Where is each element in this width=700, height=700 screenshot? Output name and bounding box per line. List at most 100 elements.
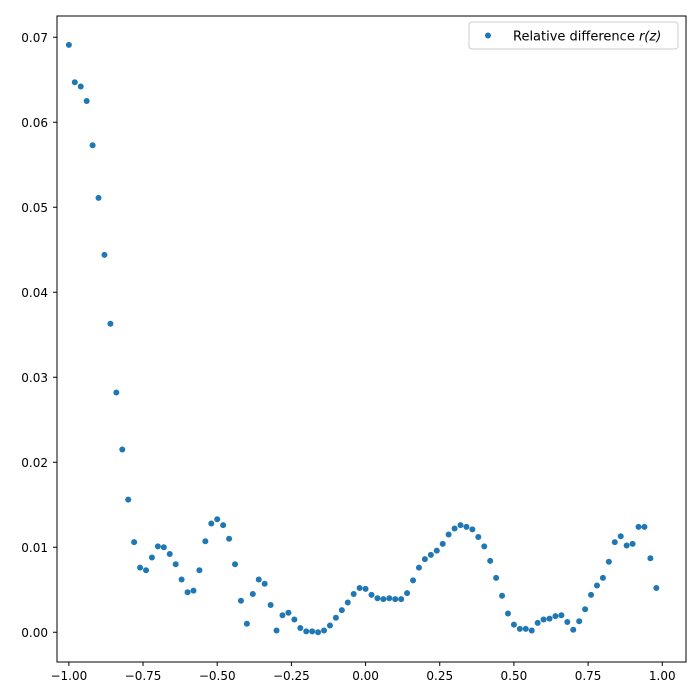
data-point — [232, 561, 239, 568]
data-point — [143, 567, 150, 574]
data-point — [190, 587, 197, 594]
data-point — [362, 585, 369, 592]
data-point — [504, 610, 511, 617]
data-point — [617, 533, 624, 540]
data-point — [528, 627, 535, 634]
data-point — [208, 520, 215, 527]
data-point — [410, 577, 417, 584]
data-point — [113, 389, 120, 396]
y-tick-label: 0.06 — [21, 116, 48, 130]
y-tick-label: 0.02 — [21, 456, 48, 470]
data-point — [605, 558, 612, 565]
legend-box — [468, 21, 679, 50]
data-point — [285, 609, 292, 616]
data-point — [226, 535, 233, 542]
data-point — [107, 320, 114, 327]
data-point — [77, 83, 84, 90]
data-point — [588, 591, 595, 598]
data-point — [522, 625, 529, 632]
data-point — [457, 522, 464, 529]
data-point — [137, 564, 144, 571]
x-tick-label: 0.75 — [575, 669, 602, 683]
data-point — [184, 589, 191, 596]
data-point — [623, 542, 630, 549]
y-tick-label: 0.05 — [21, 201, 48, 215]
x-tick-label: 0.50 — [501, 669, 528, 683]
data-point — [71, 79, 78, 86]
x-tick-label: 0.00 — [352, 669, 379, 683]
data-point — [451, 525, 458, 532]
data-point — [593, 582, 600, 589]
data-point — [558, 612, 565, 619]
data-point — [475, 534, 482, 541]
data-point — [392, 596, 399, 603]
data-point — [493, 574, 500, 581]
data-point — [439, 540, 446, 547]
data-point — [131, 539, 138, 546]
data-point — [576, 618, 583, 625]
data-point — [160, 544, 167, 551]
x-tick-label: −0.50 — [199, 669, 236, 683]
x-axis-ticks: −1.00 −0.75 −0.50 −0.25 0.00 0.25 0.50 0.75 1.00 — [50, 662, 676, 683]
data-point — [243, 620, 250, 627]
data-point — [445, 531, 452, 538]
y-tick-label: 0.04 — [21, 286, 48, 300]
data-point — [374, 595, 381, 602]
legend-marker — [485, 32, 491, 39]
x-tick-label: 0.25 — [426, 669, 453, 683]
data-point — [368, 591, 375, 598]
data-point — [249, 591, 256, 597]
y-tick-label: 0.00 — [21, 626, 48, 640]
data-point — [635, 523, 642, 530]
data-point — [421, 556, 428, 563]
data-point — [552, 613, 559, 620]
data-point — [220, 522, 227, 529]
data-point — [653, 585, 660, 592]
data-point — [125, 496, 132, 503]
data-point — [599, 574, 606, 581]
data-point — [148, 554, 155, 561]
data-point — [291, 616, 298, 623]
data-point — [540, 616, 547, 623]
data-point — [338, 607, 345, 614]
data-point — [611, 539, 618, 546]
data-point — [303, 628, 310, 635]
data-point — [273, 627, 280, 634]
y-tick-label: 0.01 — [21, 541, 48, 555]
legend: Relative difference r(z) — [468, 21, 679, 50]
data-point — [570, 626, 577, 633]
data-point — [332, 614, 339, 621]
data-point — [433, 547, 440, 554]
data-point — [469, 526, 476, 533]
y-axis-ticks: 0.00 0.01 0.02 0.03 0.04 0.05 0.06 0.07 — [21, 31, 57, 640]
data-point — [172, 561, 179, 568]
data-point — [237, 597, 244, 604]
data-point — [516, 625, 523, 632]
data-point — [309, 628, 316, 635]
data-point — [297, 625, 304, 631]
data-point — [582, 606, 589, 613]
data-point — [404, 590, 411, 597]
legend-label: Relative difference r(z) — [513, 30, 661, 45]
data-point — [510, 621, 517, 628]
axes-frame — [56, 15, 687, 663]
data-point — [463, 523, 470, 530]
data-point — [214, 516, 221, 523]
data-point — [350, 591, 357, 597]
data-point — [629, 540, 636, 547]
data-point — [154, 543, 161, 550]
data-point — [101, 251, 108, 258]
data-point — [641, 523, 648, 530]
data-point — [119, 446, 126, 453]
data-point — [344, 599, 351, 606]
data-point — [178, 576, 185, 583]
data-point — [380, 596, 387, 603]
data-point — [546, 615, 553, 622]
legend-label-prefix: Relative difference — [513, 30, 639, 45]
data-point — [267, 602, 274, 609]
data-point — [356, 585, 363, 592]
data-point — [326, 622, 333, 629]
data-point — [83, 98, 90, 104]
